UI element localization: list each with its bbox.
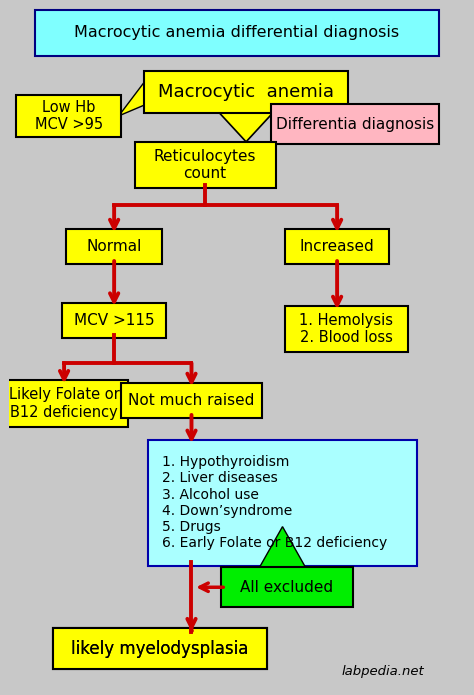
Polygon shape — [273, 82, 346, 124]
FancyBboxPatch shape — [285, 306, 408, 352]
Polygon shape — [217, 110, 276, 142]
Text: MCV >115: MCV >115 — [74, 313, 155, 328]
FancyBboxPatch shape — [221, 568, 353, 607]
FancyBboxPatch shape — [16, 95, 121, 137]
FancyBboxPatch shape — [144, 71, 348, 113]
FancyBboxPatch shape — [135, 142, 276, 188]
Text: Increased: Increased — [300, 239, 374, 254]
FancyBboxPatch shape — [285, 229, 390, 264]
FancyBboxPatch shape — [53, 628, 266, 669]
FancyBboxPatch shape — [0, 380, 128, 427]
FancyBboxPatch shape — [148, 440, 417, 566]
Text: Low Hb
MCV >95: Low Hb MCV >95 — [35, 99, 103, 132]
Text: Likely Folate or
B12 deficiency: Likely Folate or B12 deficiency — [9, 387, 119, 420]
Text: Reticulocytes
count: Reticulocytes count — [154, 149, 256, 181]
Polygon shape — [257, 527, 308, 571]
Text: 1. Hemolysis
2. Blood loss: 1. Hemolysis 2. Blood loss — [299, 313, 393, 345]
Text: Macrocytic anemia differential diagnosis: Macrocytic anemia differential diagnosis — [74, 25, 400, 40]
Text: 1. Hypothyroidism
2. Liver diseases
3. Alcohol use
4. Down’syndrome
5. Drugs
6. : 1. Hypothyroidism 2. Liver diseases 3. A… — [162, 455, 387, 550]
Text: Differentia diagnosis: Differentia diagnosis — [276, 117, 435, 131]
Text: Macrocytic  anemia: Macrocytic anemia — [158, 83, 334, 101]
Text: Not much raised: Not much raised — [128, 393, 255, 408]
FancyBboxPatch shape — [66, 229, 162, 264]
Polygon shape — [118, 80, 146, 116]
FancyBboxPatch shape — [121, 383, 262, 418]
Text: All excluded: All excluded — [240, 580, 334, 595]
Text: likely myelodysplasia: likely myelodysplasia — [71, 639, 248, 657]
Text: Normal: Normal — [86, 239, 142, 254]
FancyBboxPatch shape — [35, 10, 439, 56]
FancyBboxPatch shape — [62, 302, 166, 338]
FancyBboxPatch shape — [53, 628, 266, 669]
Text: labpedia.net: labpedia.net — [341, 665, 424, 678]
FancyBboxPatch shape — [271, 104, 439, 144]
Text: likely myelodysplasia: likely myelodysplasia — [71, 639, 248, 657]
